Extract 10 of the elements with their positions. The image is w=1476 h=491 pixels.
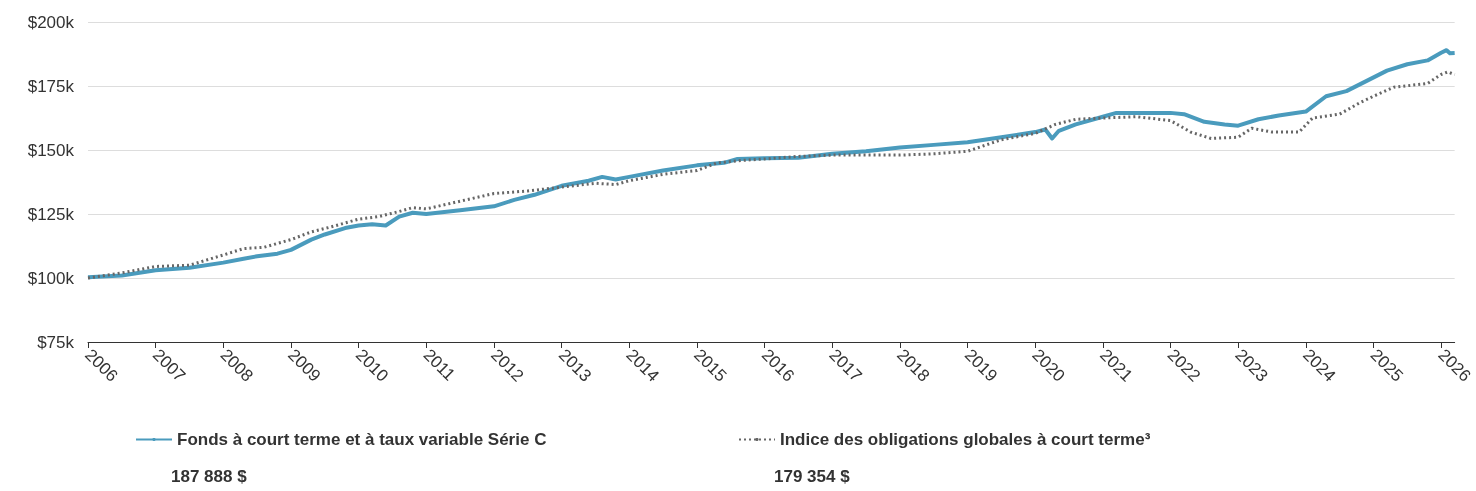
- y-tick-label: $150k: [27, 140, 75, 160]
- y-tick-label: $175k: [27, 76, 75, 96]
- text: 187 888 $: [171, 467, 248, 486]
- y-tick-label: $75k: [37, 332, 75, 352]
- text: 179 354 $: [774, 467, 851, 486]
- y-tick-label: $200k: [27, 12, 75, 32]
- y-tick-label: $125k: [27, 204, 75, 224]
- y-tick-label: $100k: [27, 268, 75, 288]
- legend-label: Indice des obligations globales à court terme³: [780, 430, 1151, 449]
- legend-label: Fonds à court terme et à taux variable Série C: [177, 430, 547, 449]
